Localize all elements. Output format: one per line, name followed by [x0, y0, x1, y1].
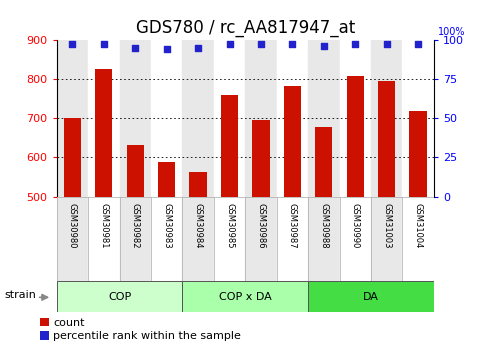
Text: GSM30984: GSM30984 [194, 204, 203, 249]
Bar [57, 40, 88, 197]
Text: COP: COP [108, 292, 131, 302]
Point [414, 42, 422, 47]
Point [352, 42, 359, 47]
Text: GSM30986: GSM30986 [256, 204, 266, 249]
Bar [221, 95, 238, 197]
Point [100, 42, 108, 47]
Bar [57, 281, 182, 312]
Bar [189, 172, 207, 197]
Bar [127, 145, 144, 197]
Bar [214, 40, 246, 197]
Bar [402, 40, 434, 197]
Bar [371, 197, 402, 281]
Text: GSM31003: GSM31003 [382, 204, 391, 249]
Point [257, 42, 265, 47]
Text: GSM30990: GSM30990 [351, 204, 360, 249]
Bar [88, 40, 119, 197]
Bar [182, 281, 308, 312]
Bar [182, 197, 214, 281]
Bar [347, 76, 364, 197]
Bar [378, 81, 395, 197]
Text: strain: strain [4, 290, 36, 300]
Point [131, 45, 139, 50]
Text: COP x DA: COP x DA [219, 292, 272, 302]
Text: GSM31004: GSM31004 [414, 204, 423, 249]
Text: GSM30981: GSM30981 [99, 204, 108, 249]
Point [194, 45, 202, 50]
Text: GSM30987: GSM30987 [288, 204, 297, 249]
Text: GSM30988: GSM30988 [319, 204, 328, 249]
Bar [214, 197, 246, 281]
Bar [158, 162, 176, 197]
Bar [151, 197, 182, 281]
Bar [340, 40, 371, 197]
Text: GSM30985: GSM30985 [225, 204, 234, 249]
Legend: count, percentile rank within the sample: count, percentile rank within the sample [40, 318, 241, 341]
Bar [410, 111, 427, 197]
Bar [245, 40, 277, 197]
Title: GDS780 / rc_AA817947_at: GDS780 / rc_AA817947_at [136, 19, 355, 37]
Bar [182, 40, 214, 197]
Point [226, 42, 234, 47]
Bar [277, 197, 308, 281]
Bar [308, 40, 340, 197]
Point [383, 42, 390, 47]
Text: GSM30980: GSM30980 [68, 204, 77, 249]
Point [69, 42, 76, 47]
Text: DA: DA [363, 292, 379, 302]
Bar [371, 40, 402, 197]
Bar [119, 197, 151, 281]
Text: 100%: 100% [438, 27, 465, 37]
Text: GSM30983: GSM30983 [162, 204, 171, 249]
Bar [284, 86, 301, 197]
Bar [119, 40, 151, 197]
Bar [245, 197, 277, 281]
Bar [308, 281, 434, 312]
Bar [88, 197, 119, 281]
Bar [57, 197, 88, 281]
Bar [151, 40, 182, 197]
Bar [402, 197, 434, 281]
Bar [252, 120, 270, 197]
Bar [308, 197, 340, 281]
Bar [340, 197, 371, 281]
Bar [64, 118, 81, 197]
Point [320, 43, 328, 49]
Bar [277, 40, 308, 197]
Text: GSM30982: GSM30982 [131, 204, 140, 249]
Point [163, 46, 171, 52]
Bar [315, 127, 332, 197]
Bar [95, 69, 112, 197]
Point [288, 42, 296, 47]
